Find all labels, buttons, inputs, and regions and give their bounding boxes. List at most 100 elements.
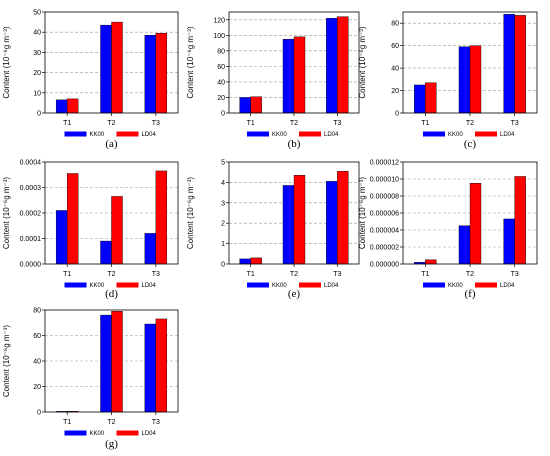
- legend-swatch-ld04: [116, 430, 139, 436]
- chart-panel-a: 0 10 20 30 40 50 T1 T2 T3 Content (10⁻⁶g m⁻³) KK00…: [2, 10, 179, 150]
- y-tick-label: 5: [221, 160, 225, 167]
- y-tick-label: 0.0004: [20, 160, 42, 167]
- y-axis-label: Content (10⁻⁶g m⁻³): [2, 26, 11, 99]
- y-tick-label: 0.0002: [20, 211, 42, 218]
- y-tick-label: 80: [217, 48, 225, 55]
- y-tick-label: 0.000008: [370, 194, 399, 201]
- y-tick-label: 40: [391, 66, 399, 73]
- y-tick-label: 50: [33, 10, 41, 17]
- y-axis-label: Content (10⁻⁶g m⁻³): [186, 177, 195, 250]
- legend-swatch-kk00: [423, 282, 445, 288]
- y-tick-label: 0.000006: [370, 211, 399, 218]
- x-tick-label: T1: [421, 271, 429, 278]
- legend-swatch-ld04: [116, 282, 139, 288]
- y-tick-label: 0.0001: [20, 236, 42, 243]
- bar-ld04: [155, 318, 168, 413]
- y-tick-label: 3: [221, 200, 225, 207]
- bar-ld04: [155, 33, 168, 114]
- y-tick-label: 80: [391, 21, 399, 28]
- chart-panel-c: 0 20 40 60 80 T1 T2 T3 Content (10⁻⁶g m⁻³) KK00 LD…: [358, 11, 538, 150]
- bar-ld04: [514, 15, 526, 114]
- y-axis-label: Content (10⁻⁶g m⁻³): [358, 177, 367, 250]
- x-tick-label: T1: [247, 120, 255, 127]
- x-tick-label: T3: [333, 271, 341, 278]
- bar-kk00: [55, 210, 68, 265]
- legend-swatch-ld04: [475, 131, 497, 137]
- legend-label-kk00: KK00: [448, 132, 463, 138]
- y-tick-label: 60: [33, 333, 41, 340]
- bar-ld04: [425, 82, 437, 114]
- y-tick-label: 0.000002: [370, 245, 399, 252]
- y-tick-label: 4: [221, 180, 225, 187]
- x-tick-label: T1: [247, 271, 255, 278]
- y-tick-label: 60: [391, 43, 399, 50]
- y-tick-label: 120: [213, 17, 225, 24]
- bar-ld04: [293, 36, 306, 114]
- x-tick-label: T1: [63, 271, 71, 278]
- x-tick-label: T3: [152, 120, 160, 127]
- bar-kk00: [326, 18, 338, 114]
- bar-ld04: [111, 196, 123, 265]
- x-tick-label: T2: [466, 120, 474, 127]
- bar-ld04: [250, 96, 262, 114]
- y-tick-label: 0.000004: [370, 228, 399, 235]
- x-tick-label: T3: [152, 271, 160, 278]
- bar-kk00: [144, 233, 157, 265]
- bar-kk00: [326, 181, 338, 265]
- legend-swatch-ld04: [475, 282, 497, 288]
- y-tick-label: 30: [33, 50, 41, 57]
- bar-kk00: [458, 46, 471, 114]
- y-axis-label: Content (10⁻⁶g m⁻³): [186, 26, 195, 99]
- y-tick-label: 20: [217, 95, 225, 102]
- y-tick-label: 10: [33, 90, 41, 97]
- panel-label: (b): [288, 138, 301, 150]
- legend-swatch-ld04: [299, 282, 321, 288]
- x-tick-label: T1: [421, 120, 429, 127]
- legend-label-kk00: KK00: [90, 283, 105, 289]
- y-tick-label: 20: [33, 70, 41, 77]
- panel-label: (c): [464, 138, 477, 150]
- panel-label: (d): [105, 288, 118, 300]
- y-tick-label: 40: [33, 359, 41, 366]
- y-tick-label: 0.000012: [370, 160, 399, 167]
- x-tick-label: T2: [466, 271, 474, 278]
- legend-label-kk00: KK00: [272, 132, 287, 138]
- y-tick-label: 20: [33, 384, 41, 391]
- y-tick-label: 0.000010: [370, 177, 399, 184]
- bar-ld04: [337, 16, 349, 114]
- legend-swatch-ld04: [299, 131, 321, 137]
- bar-kk00: [503, 218, 515, 265]
- legend-swatch-kk00: [64, 430, 87, 436]
- y-tick-label: 0: [37, 111, 41, 118]
- y-tick-label: 40: [33, 30, 41, 37]
- chart-panel-f: 0.000000 0.000002 0.000004 0.000006 0.000008…: [358, 160, 538, 300]
- plot-frame: [402, 161, 538, 265]
- y-tick-label: 100: [213, 33, 225, 40]
- x-tick-label: T2: [290, 120, 298, 127]
- plot-frame: [402, 11, 538, 114]
- bar-ld04: [111, 21, 123, 114]
- legend-swatch-kk00: [247, 131, 269, 137]
- x-tick-label: T2: [107, 271, 115, 278]
- plot-frame: [44, 309, 179, 413]
- legend-label-ld04: LD04: [142, 283, 157, 289]
- y-axis-label: Content (10⁻⁶g m⁻³): [358, 26, 367, 99]
- plot-frame: [44, 161, 179, 265]
- panel-label: (g): [105, 438, 118, 450]
- bar-kk00: [282, 185, 295, 265]
- bar-ld04: [514, 176, 526, 265]
- y-tick-label: 60: [217, 64, 225, 71]
- plot-frame: [228, 11, 360, 114]
- legend-swatch-kk00: [64, 131, 87, 137]
- y-tick-label: 0: [221, 262, 225, 269]
- bar-kk00: [239, 258, 251, 265]
- bar-ld04: [469, 45, 482, 114]
- bar-ld04: [111, 311, 123, 413]
- panel-label: (e): [288, 288, 301, 300]
- bar-kk00: [414, 84, 426, 114]
- y-tick-label: 40: [217, 79, 225, 86]
- x-tick-label: T2: [107, 419, 115, 426]
- legend-swatch-ld04: [116, 131, 139, 137]
- y-tick-label: 0.0000: [20, 262, 42, 269]
